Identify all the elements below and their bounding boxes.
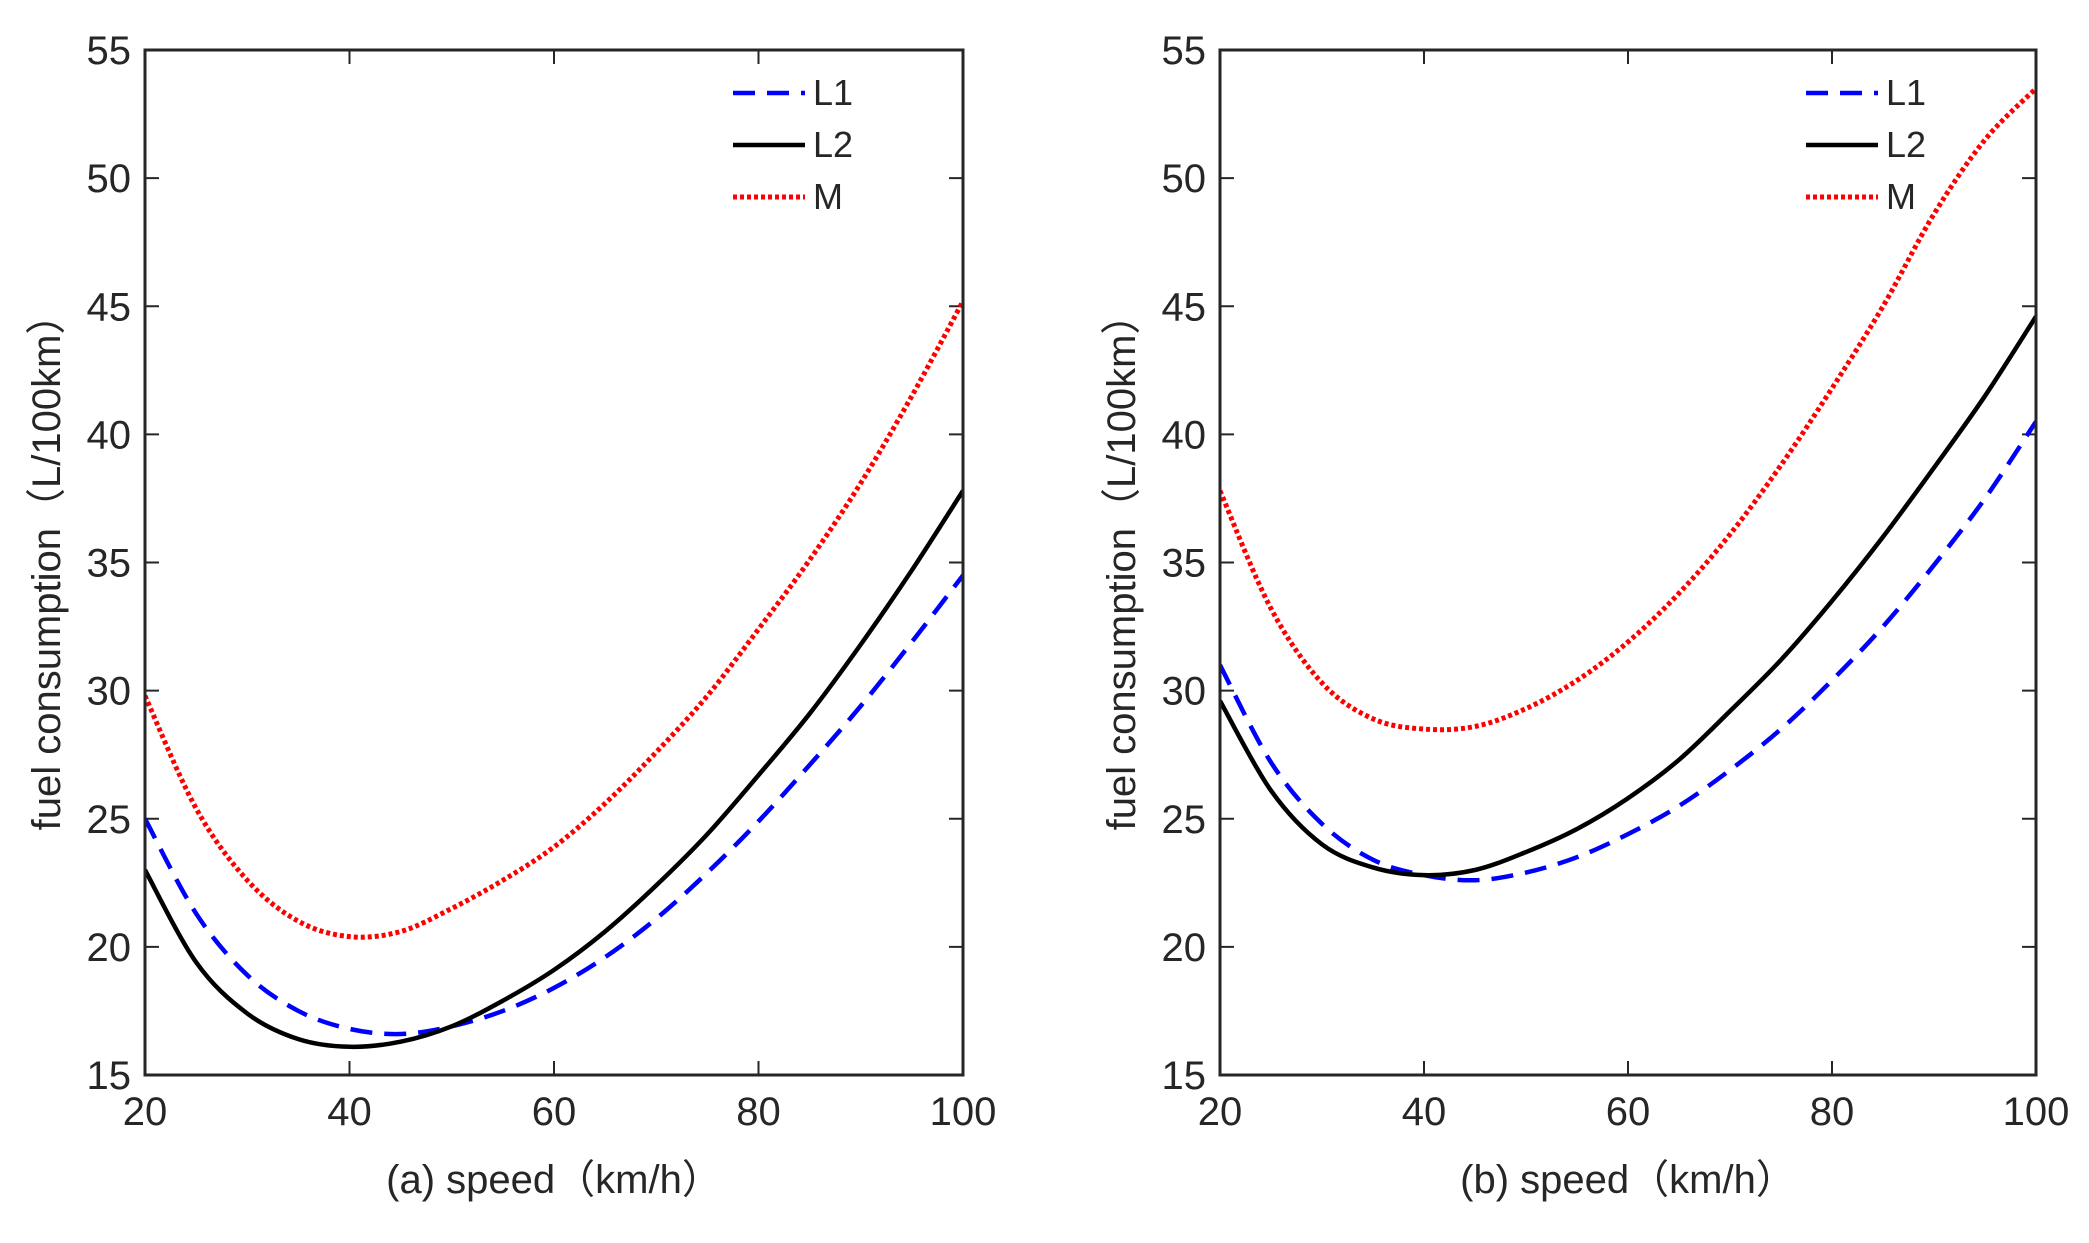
y-tick-label: 25 bbox=[87, 798, 132, 842]
y-tick-label: 35 bbox=[87, 542, 132, 586]
y-tick-label: 20 bbox=[1162, 926, 1207, 970]
x-tick-label: 40 bbox=[1402, 1090, 1447, 1134]
legend-label-m: M bbox=[1886, 176, 1916, 217]
x-tick-label: 80 bbox=[736, 1090, 781, 1134]
x-tick-label: 100 bbox=[2003, 1090, 2070, 1134]
series-line-l1 bbox=[145, 573, 963, 1037]
y-axis-label: fuel consumption（L/100km） bbox=[25, 295, 69, 831]
x-tick-label: 60 bbox=[1606, 1090, 1651, 1134]
axes-box bbox=[143, 48, 965, 1077]
series-line-m bbox=[145, 299, 963, 940]
y-tick-label: 40 bbox=[1162, 413, 1207, 457]
y-axis-label: fuel consumption（L/100km） bbox=[1100, 295, 1144, 831]
x-axis-label: (a) speed（km/h） bbox=[386, 1158, 722, 1202]
y-tick-label: 25 bbox=[1162, 798, 1207, 842]
legend-label-l2: L2 bbox=[813, 124, 853, 165]
legend-label-l2: L2 bbox=[1886, 124, 1926, 165]
series-line-l2 bbox=[1220, 315, 2036, 878]
y-tick-label: 20 bbox=[87, 926, 132, 970]
series-line-l1 bbox=[1220, 420, 2036, 883]
x-tick-label: 20 bbox=[1198, 1090, 1243, 1134]
x-tick-label: 80 bbox=[1810, 1090, 1855, 1134]
x-tick-label: 60 bbox=[532, 1090, 577, 1134]
x-tick-label: 100 bbox=[930, 1090, 997, 1134]
series-line-m bbox=[1220, 86, 2036, 733]
axes-box bbox=[1218, 48, 2038, 1077]
y-tick-label: 50 bbox=[1162, 157, 1207, 201]
y-tick-label: 40 bbox=[87, 413, 132, 457]
y-tick-label: 15 bbox=[87, 1054, 132, 1098]
y-tick-label: 55 bbox=[1162, 29, 1207, 73]
y-tick-label: 30 bbox=[1162, 670, 1207, 714]
y-tick-label: 45 bbox=[1162, 285, 1207, 329]
legend-label-l1: L1 bbox=[813, 72, 853, 113]
y-tick-label: 50 bbox=[87, 157, 132, 201]
series-line-l2 bbox=[145, 489, 963, 1050]
legend-label-l1: L1 bbox=[1886, 72, 1926, 113]
y-tick-label: 15 bbox=[1162, 1054, 1207, 1098]
x-tick-label: 20 bbox=[123, 1090, 168, 1134]
y-tick-label: 45 bbox=[87, 285, 132, 329]
legend-label-m: M bbox=[813, 176, 843, 217]
y-tick-label: 55 bbox=[87, 29, 132, 73]
x-tick-label: 40 bbox=[327, 1090, 372, 1134]
y-tick-label: 35 bbox=[1162, 542, 1207, 586]
x-axis-label: (b) speed（km/h） bbox=[1460, 1158, 1796, 1202]
y-tick-label: 30 bbox=[87, 670, 132, 714]
